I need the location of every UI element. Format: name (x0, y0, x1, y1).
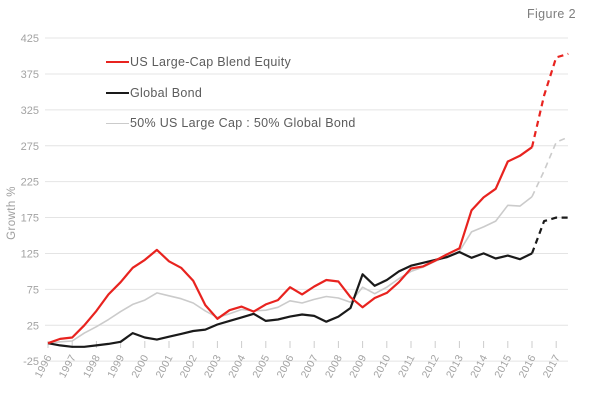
x-tick-label: 1998 (81, 353, 103, 380)
blend-projection-line (531, 136, 569, 198)
legend-item-blend: 50% US Large Cap : 50% Global Bond (106, 108, 356, 139)
x-tick-label: 2006 (275, 353, 297, 380)
legend-label: US Large-Cap Blend Equity (130, 55, 292, 70)
x-tick-label: 1997 (57, 353, 79, 380)
legend-label: Global Bond (130, 85, 203, 100)
x-tick-label: 2014 (468, 353, 490, 380)
x-tick-label: 2005 (250, 353, 272, 380)
y-tick-label: 25 (27, 320, 39, 332)
x-tick-label: 1999 (105, 353, 127, 380)
blend-legend-swatch (106, 122, 129, 124)
y-tick-label: 425 (21, 33, 39, 45)
y-tick-label: 375 (21, 69, 39, 81)
x-tick-label: 2001 (154, 353, 176, 380)
y-tick-label: 325 (21, 105, 39, 117)
equity-legend-swatch (106, 61, 129, 64)
y-tick-label: 75 (27, 284, 39, 296)
x-tick-label: 2016 (517, 353, 539, 380)
y-tick-label: 125 (21, 248, 39, 260)
equity-line (47, 146, 533, 345)
legend-label: 50% US Large Cap : 50% Global Bond (130, 116, 356, 131)
bond-projection-line (530, 216, 569, 254)
x-tick-label: 2008 (323, 353, 345, 380)
x-tick-label: 2013 (444, 353, 466, 380)
x-tick-label: 2011 (396, 353, 418, 380)
legend-item-equity: US Large-Cap Blend Equity (106, 47, 356, 78)
x-tick-label: 2000 (129, 353, 151, 380)
y-axis-title: Growth % (6, 186, 18, 240)
y-tick-label: 175 (21, 213, 39, 225)
x-tick-label: 2002 (178, 353, 200, 380)
x-tick-label: 2015 (492, 353, 514, 380)
bond-line (47, 250, 533, 348)
bond-legend-swatch (106, 91, 129, 94)
y-tick-label: -25 (23, 356, 39, 368)
y-tick-label: 225 (21, 177, 39, 189)
x-tick-label: 2004 (226, 353, 248, 380)
legend: US Large-Cap Blend Equity Global Bond 50% … (106, 47, 356, 139)
x-tick-label: 2009 (347, 353, 369, 380)
figure-label: Figure 2 (526, 7, 576, 21)
x-tick-label: 2007 (299, 353, 321, 380)
x-tick-label: 2003 (202, 353, 224, 380)
legend-item-bond: Global Bond (106, 78, 356, 109)
x-tick-label: 2017 (541, 353, 563, 380)
x-tick-label: 2012 (420, 353, 442, 380)
x-tick-label: 2010 (371, 353, 393, 380)
blend-line (47, 196, 533, 344)
y-tick-label: 275 (21, 141, 39, 153)
equity-projection-line (530, 52, 569, 148)
